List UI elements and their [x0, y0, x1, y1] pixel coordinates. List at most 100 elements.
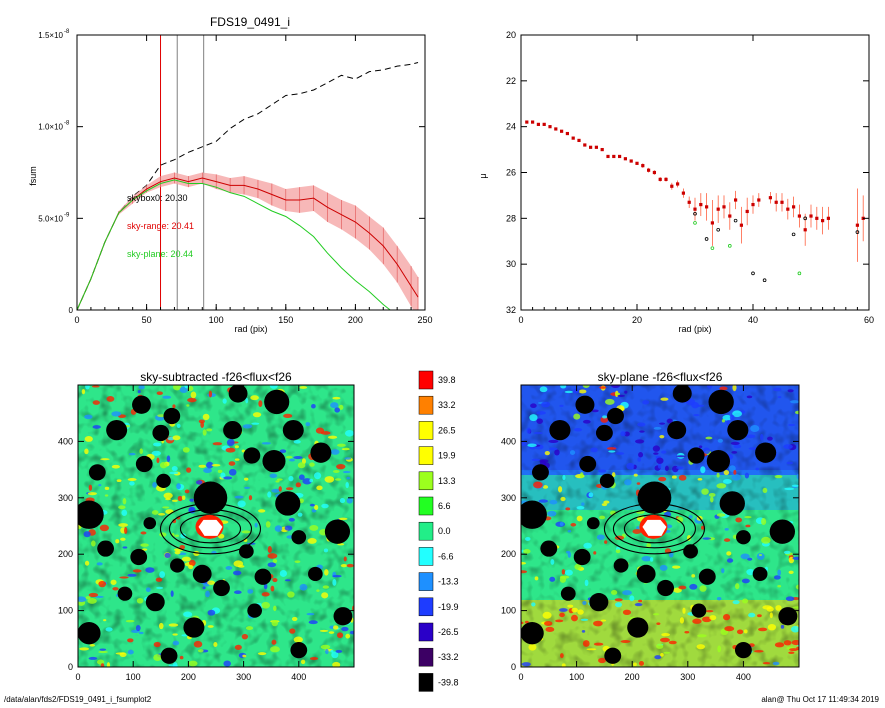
sky-plane-noise-speck: [629, 595, 635, 602]
sky-plane-noise-speck: [723, 538, 731, 542]
sky-subtracted-masked-source: [88, 464, 106, 481]
sky-plane-noise-speck: [785, 596, 795, 602]
mu-y-ticks: 20 22 24 26 28 30 32: [506, 30, 869, 315]
sky-subtracted-noise-speck: [245, 626, 254, 631]
sky-subtracted-noise-speck: [84, 560, 90, 566]
sky-plane-noise-speck: [652, 613, 660, 616]
fsum-title: FDS19_0491_i: [210, 15, 290, 29]
sky-subtracted-noise-speck: [121, 509, 128, 516]
sky-plane-noise-speck: [580, 618, 589, 621]
sky-subtracted-noise-speck: [188, 564, 194, 570]
sky-plane-noise-speck: [702, 616, 712, 623]
fsum-axes-frame: [76, 34, 426, 311]
sky-plane-galaxy-core: [642, 519, 667, 536]
sky-subtracted-noise-speck: [91, 385, 100, 388]
mu-point: [560, 129, 564, 133]
sky-subtracted-noise-speck: [244, 477, 249, 481]
sky-subtracted-x-tick-label: 200: [181, 672, 196, 682]
sky-plane-noise-speck: [656, 622, 661, 625]
sky-subtracted-noise-speck: [176, 423, 181, 428]
sky-plane-noise-speck: [603, 500, 610, 504]
mu-point: [612, 154, 616, 159]
sky-plane-noise-speck: [626, 462, 635, 470]
sky-subtracted-noise-speck: [311, 404, 316, 409]
sky-subtracted-noise-speck: [205, 590, 210, 598]
mu-point: [641, 164, 645, 168]
sky-plane-noise-speck: [561, 569, 566, 575]
sky-plane-noise-speck: [584, 579, 589, 587]
sky-subtracted-noise-speck: [278, 486, 282, 492]
sky-plane-noise-speck: [545, 626, 555, 633]
fsum-x-tick-label: 150: [278, 315, 293, 325]
sky-subtracted-noise-speck: [226, 439, 235, 447]
sky-plane-noise-speck: [717, 645, 722, 653]
colorbar: 39.8 33.2 26.5 19.9 13.3 6.6 0.0 -6.6 -13.3 -19.9…: [418, 370, 459, 692]
mu-point: [705, 205, 709, 209]
sky-plane-noise-speck: [791, 640, 799, 646]
sky-subtracted-noise-speck: [172, 633, 178, 636]
sky-subtracted-noise-speck: [247, 589, 254, 594]
sky-plane-noise-speck: [696, 644, 706, 650]
sky-subtracted-masked-source: [143, 517, 157, 530]
sky-subtracted-noise-speck: [328, 631, 335, 634]
sky-subtracted-noise-speck: [198, 464, 206, 468]
mu-point: [855, 223, 859, 227]
mu-point: [594, 145, 598, 149]
sky-plane-noise-speck: [787, 389, 794, 393]
sky-subtracted-noise-speck: [100, 458, 110, 461]
sky-subtracted-noise-speck: [174, 550, 181, 555]
sky-subtracted-noise-speck: [116, 479, 122, 483]
sky-plane-noise-speck: [780, 624, 785, 629]
colorbar-swatch: [418, 471, 434, 491]
sky-subtracted-masked-source: [290, 641, 308, 659]
sky-plane-noise-speck: [530, 403, 537, 409]
mu-point-alt: [762, 278, 767, 283]
sky-plane-masked-source: [627, 617, 649, 638]
mu-x-tick-label: 40: [748, 315, 758, 325]
sky-plane-noise-speck: [788, 423, 796, 427]
colorbar-label: 19.9: [438, 451, 456, 461]
sky-subtracted-noise-speck: [288, 517, 295, 522]
sky-subtracted-noise-speck: [320, 644, 331, 650]
sky-subtracted-masked-source: [117, 586, 133, 601]
sky-plane-noise-speck: [633, 473, 638, 477]
sky-plane-noise-speck: [705, 436, 713, 440]
sky-plane-masked-source: [719, 491, 745, 516]
sky-plane-masked-source: [727, 419, 749, 441]
sky-subtracted-noise-speck: [136, 597, 144, 604]
sky-plane-noise-speck: [661, 450, 667, 454]
mu-point: [710, 221, 714, 225]
mu-point: [670, 184, 674, 188]
sky-subtracted-noise-speck: [270, 585, 275, 592]
sky-subtracted-noise-speck: [332, 661, 341, 667]
sky-plane-noise-speck: [654, 655, 662, 660]
colorbar-swatch: [418, 496, 434, 516]
sky-subtracted-noise-speck: [151, 510, 159, 515]
sky-plane-noise-speck: [691, 402, 700, 409]
colorbar-label: 33.2: [438, 400, 456, 410]
sky-subtracted-masked-source: [132, 395, 151, 414]
sky-subtracted-galaxy-core: [198, 519, 223, 536]
sky-subtracted-noise-speck: [153, 442, 162, 447]
sky-plane-noise-speck: [642, 400, 650, 405]
mu-point: [554, 127, 558, 131]
sky-plane-noise-speck: [789, 648, 798, 652]
sky-plane-noise-speck: [735, 517, 743, 523]
sky-subtracted-y-ticks: 0 100 200 300 400: [58, 436, 354, 672]
sky-subtracted-noise-speck: [234, 644, 242, 650]
sky-subtracted-noise-speck: [332, 574, 342, 578]
mu-point: [734, 198, 738, 202]
sky-plane-x-tick-label: 300: [680, 672, 695, 682]
mu-point-alt: [797, 271, 802, 276]
sky-plane-masked-source: [575, 395, 595, 414]
sky-plane-masked-source: [595, 424, 613, 442]
sky-plane-noise-speck: [791, 484, 799, 487]
sky-plane-noise-speck: [757, 614, 762, 618]
sky-plane-noise-speck: [721, 419, 726, 423]
colorbar-swatch: [418, 647, 434, 667]
sky-subtracted-aperture-ellipse: [179, 514, 242, 544]
sky-subtracted-noise-speck: [163, 492, 173, 499]
sky-subtracted-masked-source: [324, 519, 351, 544]
sky-subtracted-noise-speck: [89, 644, 95, 647]
sky-subtracted-noise-speck: [152, 482, 157, 488]
